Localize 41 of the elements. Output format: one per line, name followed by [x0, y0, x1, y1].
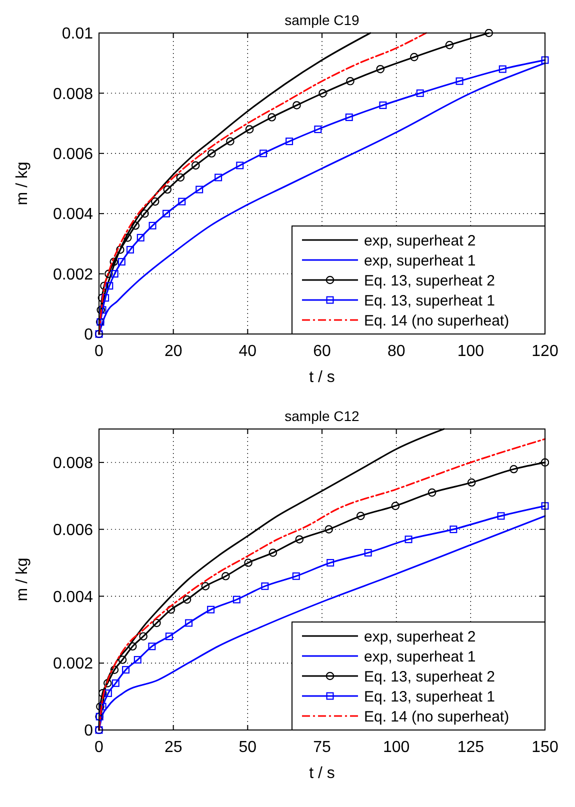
- y-tick-label: 0.002: [52, 656, 94, 673]
- legend-label: Eq. 13, superheat 2: [364, 272, 495, 290]
- x-axis-title: t / s: [309, 369, 335, 386]
- x-axis-title: t / s: [309, 765, 335, 782]
- x-tick-label: 60: [313, 343, 331, 360]
- x-tick-label: 100: [382, 739, 410, 756]
- x-tick-label: 75: [313, 739, 331, 756]
- x-tick-label: 150: [532, 739, 558, 756]
- x-tick-label: 0: [94, 739, 104, 756]
- x-tick-label: 25: [164, 739, 182, 756]
- legend-label: exp, superheat 2: [364, 232, 476, 250]
- chart-title: sample C12: [284, 408, 360, 424]
- legend-label: exp, superheat 1: [364, 648, 476, 666]
- legend-label: Eq. 13, superheat 1: [364, 688, 495, 706]
- legend-label: exp, superheat 2: [364, 628, 476, 646]
- y-tick-label: 0.008: [52, 455, 94, 472]
- chart-title: sample C19: [284, 12, 360, 28]
- y-tick-label: 0.008: [52, 86, 94, 103]
- x-tick-label: 0: [94, 343, 104, 360]
- legend-label: exp, superheat 1: [364, 252, 476, 270]
- x-tick-label: 80: [387, 343, 406, 360]
- legend-label: Eq. 14 (no superheat): [364, 708, 510, 726]
- y-axis-title: m / kg: [14, 162, 31, 206]
- x-tick-label: 100: [457, 343, 484, 360]
- y-tick-label: 0.006: [52, 522, 94, 539]
- y-tick-label: 0.002: [52, 266, 94, 284]
- legend-label: Eq. 13, superheat 1: [364, 292, 495, 310]
- y-tick-label: 0: [84, 326, 94, 344]
- legend-label: Eq. 13, superheat 2: [364, 668, 495, 686]
- x-tick-label: 20: [164, 343, 182, 360]
- x-tick-label: 120: [532, 343, 558, 360]
- legend-label: Eq. 14 (no superheat): [364, 312, 510, 330]
- y-axis-title: m / kg: [14, 558, 31, 602]
- y-tick-label: 0.004: [52, 206, 94, 224]
- x-tick-label: 40: [238, 343, 257, 360]
- y-tick-label: 0.01: [62, 26, 94, 43]
- x-tick-label: 125: [457, 739, 484, 756]
- y-tick-label: 0: [84, 722, 94, 740]
- y-tick-label: 0.004: [52, 588, 94, 606]
- x-tick-label: 50: [238, 739, 257, 756]
- y-tick-label: 0.006: [52, 146, 94, 163]
